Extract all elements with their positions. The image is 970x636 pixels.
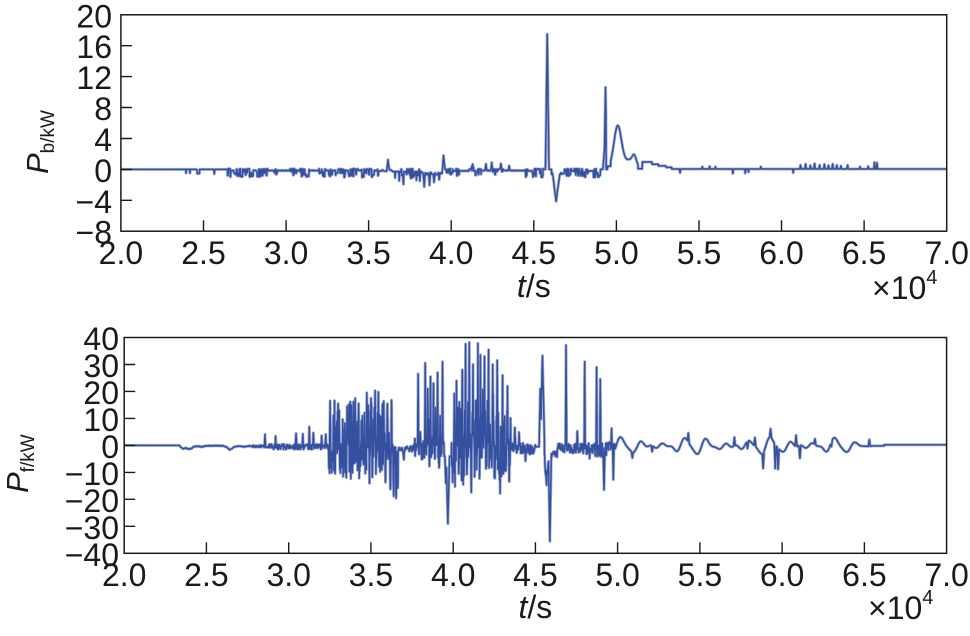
- svg-text:2.0: 2.0: [102, 557, 146, 593]
- svg-text:20: 20: [76, 0, 112, 34]
- svg-text:2.5: 2.5: [184, 557, 228, 593]
- svg-text:4.0: 4.0: [429, 235, 473, 271]
- svg-text:6.5: 6.5: [842, 235, 886, 271]
- svg-text:4.5: 4.5: [512, 235, 556, 271]
- svg-text:5.0: 5.0: [595, 557, 639, 593]
- svg-text:6.0: 6.0: [759, 235, 803, 271]
- svg-text:5.0: 5.0: [594, 235, 638, 271]
- svg-text:−30: −30: [65, 510, 119, 546]
- svg-text:Pf/kW: Pf/kW: [0, 434, 39, 493]
- svg-text:2.5: 2.5: [181, 235, 225, 271]
- svg-text:t/s: t/s: [519, 589, 553, 625]
- svg-text:30: 30: [83, 348, 119, 384]
- svg-text:2.0: 2.0: [99, 235, 143, 271]
- svg-text:7.0: 7.0: [924, 557, 968, 593]
- svg-text:4.0: 4.0: [431, 557, 475, 593]
- svg-text:3.0: 3.0: [266, 557, 310, 593]
- svg-text:−10: −10: [65, 456, 119, 492]
- svg-text:Pb/kW: Pb/kW: [20, 110, 59, 174]
- svg-text:6.5: 6.5: [842, 557, 886, 593]
- svg-text:0: 0: [101, 429, 119, 465]
- svg-text:10: 10: [83, 402, 119, 438]
- svg-text:4: 4: [94, 122, 112, 158]
- svg-text:3.5: 3.5: [346, 235, 390, 271]
- svg-text:0: 0: [94, 153, 112, 189]
- svg-text:20: 20: [83, 375, 119, 411]
- svg-text:8: 8: [94, 91, 112, 127]
- svg-text:3.5: 3.5: [349, 557, 393, 593]
- svg-text:−4: −4: [76, 184, 112, 220]
- svg-text:5.5: 5.5: [677, 235, 721, 271]
- svg-text:6.0: 6.0: [760, 557, 804, 593]
- svg-text:3.0: 3.0: [264, 235, 308, 271]
- svg-text:7.0: 7.0: [924, 235, 968, 271]
- svg-text:16: 16: [76, 29, 112, 65]
- svg-text:−8: −8: [76, 215, 112, 251]
- svg-text:12: 12: [76, 60, 112, 96]
- svg-text:40: 40: [83, 321, 119, 357]
- svg-text:t/s: t/s: [517, 268, 551, 304]
- svg-text:5.5: 5.5: [678, 557, 722, 593]
- svg-text:−20: −20: [65, 483, 119, 519]
- svg-text:−40: −40: [65, 537, 119, 573]
- svg-text:4.5: 4.5: [513, 557, 557, 593]
